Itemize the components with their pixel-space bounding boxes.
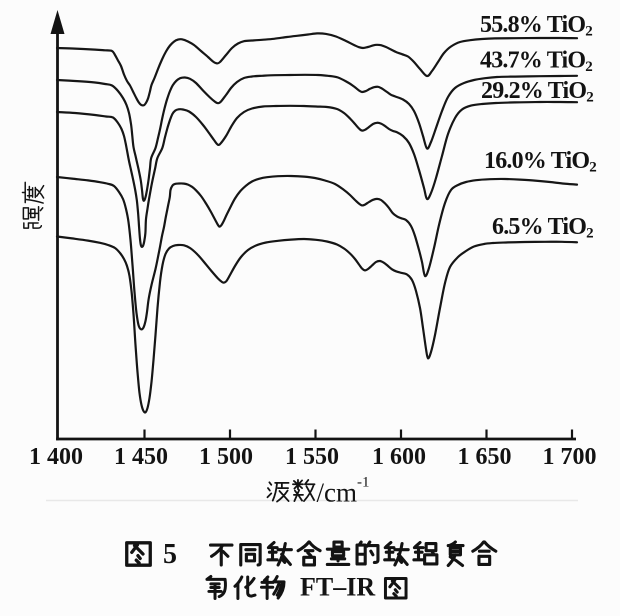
svg-text:FT–IR: FT–IR xyxy=(300,573,375,602)
svg-text:1 550: 1 550 xyxy=(285,444,339,470)
svg-text:29.2% TiO2: 29.2% TiO2 xyxy=(481,78,593,106)
svg-text:1 400: 1 400 xyxy=(29,444,83,470)
svg-text:1 450: 1 450 xyxy=(114,444,168,470)
svg-text:1 650: 1 650 xyxy=(458,444,512,470)
svg-text:55.8% TiO2: 55.8% TiO2 xyxy=(480,12,592,40)
svg-text:16.0% TiO2: 16.0% TiO2 xyxy=(484,148,596,176)
svg-text:1 500: 1 500 xyxy=(199,444,253,470)
svg-text:43.7% TiO2: 43.7% TiO2 xyxy=(480,48,592,76)
svg-text:6.5% TiO2: 6.5% TiO2 xyxy=(492,214,593,242)
svg-text:1 700: 1 700 xyxy=(543,444,597,470)
svg-text:5: 5 xyxy=(163,539,177,570)
svg-text:1 600: 1 600 xyxy=(372,444,426,470)
